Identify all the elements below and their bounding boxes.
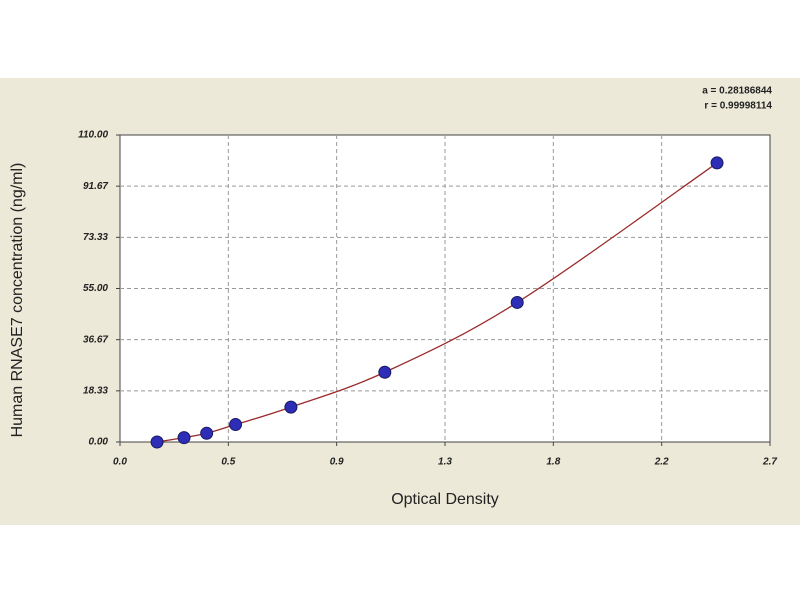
data-point bbox=[510, 295, 524, 309]
data-point bbox=[378, 365, 392, 379]
x-axis-title: Optical Density bbox=[391, 491, 499, 508]
data-point bbox=[284, 400, 298, 414]
y-tick-label: 73.33 bbox=[83, 232, 108, 243]
x-tick-label: 0.0 bbox=[113, 457, 127, 468]
annotation: a = 0.28186844 bbox=[702, 86, 772, 97]
y-tick-label: 91.67 bbox=[83, 181, 108, 192]
y-tick-label: 18.33 bbox=[83, 385, 108, 396]
data-point bbox=[150, 435, 164, 449]
y-axis-title: Human RNASE7 concentration (ng/ml) bbox=[9, 163, 26, 438]
y-tick-label: 0.00 bbox=[89, 437, 109, 448]
data-point bbox=[710, 156, 724, 170]
x-tick-label: 0.5 bbox=[221, 457, 235, 468]
annotation: r = 0.99998114 bbox=[704, 101, 772, 112]
x-tick-label: 2.2 bbox=[654, 457, 669, 468]
x-tick-label: 1.8 bbox=[546, 457, 560, 468]
data-point bbox=[177, 431, 191, 445]
fit-curve bbox=[156, 162, 718, 443]
x-tick-label: 2.7 bbox=[762, 457, 777, 468]
x-tick-label: 1.3 bbox=[438, 457, 452, 468]
data-point bbox=[200, 426, 214, 440]
y-tick-label: 110.00 bbox=[78, 130, 108, 141]
x-tick-label: 0.9 bbox=[330, 457, 344, 468]
y-tick-label: 55.00 bbox=[83, 283, 108, 294]
y-tick-label: 36.67 bbox=[83, 334, 108, 345]
data-point bbox=[229, 418, 243, 432]
